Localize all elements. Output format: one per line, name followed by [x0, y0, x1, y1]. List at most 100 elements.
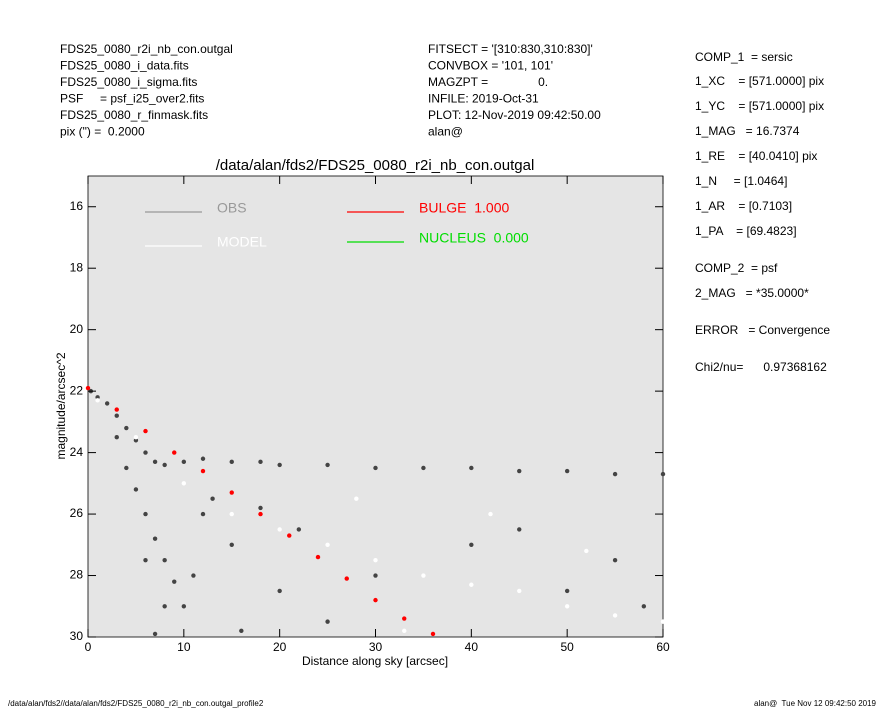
point: [114, 413, 119, 418]
point: [584, 548, 589, 554]
header-left-line: FDS25_0080_i_sigma.fits: [60, 75, 197, 89]
header-right-line: 1_AR = [0.7103]: [695, 199, 792, 213]
point: [277, 588, 282, 594]
point: [421, 573, 426, 578]
y-tick-label: 18: [70, 260, 84, 274]
point: [143, 428, 148, 434]
point: [95, 395, 100, 400]
header-left-line: PSF = psf_i25_over2.fits: [60, 92, 204, 106]
point: [95, 398, 100, 403]
footer-left: /data/alan/fds2//data/alan/fds2/FDS25_00…: [8, 699, 264, 708]
point: [402, 628, 407, 634]
point: [229, 459, 234, 465]
header-center-line: FITSECT = '[310:830,310:830]': [428, 42, 593, 56]
point: [133, 438, 139, 443]
point: [124, 465, 129, 471]
point: [114, 435, 119, 440]
x-tick-label: 40: [465, 640, 479, 654]
point: [564, 588, 570, 594]
point: [133, 487, 139, 492]
point: [258, 459, 263, 465]
point: [172, 579, 177, 584]
footer-right: alan@ Tue Nov 12 09:42:50 2019: [754, 699, 877, 708]
x-tick-label: 20: [273, 640, 287, 654]
point: [402, 616, 407, 621]
point: [517, 588, 522, 594]
x-tick-label: 30: [369, 640, 383, 654]
point: [373, 465, 378, 471]
point: [114, 407, 119, 412]
point: [162, 604, 167, 609]
header-right-line: 1_N = [1.0464]: [695, 174, 787, 188]
point: [373, 597, 378, 603]
legend-label: BULGE 1.000: [419, 200, 509, 216]
points: [85, 385, 666, 637]
point: [239, 628, 244, 634]
point: [660, 471, 666, 477]
point: [104, 401, 110, 406]
point: [143, 450, 148, 455]
point: [564, 604, 570, 609]
header-center-line: alan@: [428, 125, 463, 139]
y-tick-label: 26: [70, 506, 84, 520]
point: [181, 459, 187, 465]
header-right-line: 1_XC = [571.0000] pix: [695, 74, 824, 88]
point: [200, 456, 206, 461]
legend-label: NUCLEUS 0.000: [419, 230, 529, 246]
point: [229, 490, 234, 495]
point: [200, 511, 206, 517]
x-axis-label: Distance along sky [arcsec]: [302, 654, 448, 668]
legend-label: OBS: [217, 200, 247, 216]
plot-area: [87, 175, 664, 638]
y-tick-label: 22: [70, 383, 84, 397]
point: [430, 631, 436, 637]
point: [133, 435, 139, 440]
header-center-line: INFILE: 2019-Oct-31: [428, 92, 539, 106]
header-right-line: COMP_2 = psf: [695, 261, 778, 275]
point: [85, 385, 91, 391]
point: [488, 511, 493, 517]
header-center-line: MAGZPT = 0.: [428, 75, 548, 89]
header-right-line: 2_MAG = *35.0000*: [695, 286, 809, 300]
legend-label: MODEL: [217, 234, 267, 250]
point: [124, 425, 129, 431]
header-left-line: FDS25_0080_r_finmask.fits: [60, 108, 208, 122]
header-right-line: 1_RE = [40.0410] pix: [695, 149, 817, 163]
y-tick-label: 16: [70, 199, 84, 213]
header-right-line: ERROR = Convergence: [695, 323, 830, 337]
y-axis-label: magnitude/arcsec^2: [54, 352, 68, 459]
point: [354, 496, 359, 501]
point: [469, 582, 474, 587]
header-right-line: COMP_1 = sersic: [695, 50, 793, 64]
point: [162, 462, 167, 468]
point: [344, 576, 349, 581]
point: [517, 468, 522, 474]
point: [229, 511, 234, 517]
point: [469, 542, 474, 547]
point: [181, 481, 187, 486]
point: [191, 573, 196, 578]
point: [641, 604, 647, 609]
x-tick-label: 60: [656, 640, 670, 654]
point: [660, 619, 666, 624]
point: [258, 505, 263, 511]
x-tick-label: 50: [560, 640, 574, 654]
point: [277, 527, 282, 532]
header-left-line: FDS25_0080_r2i_nb_con.outgal: [60, 42, 233, 56]
point: [612, 557, 618, 563]
point: [325, 462, 330, 468]
chart-title: /data/alan/fds2/FDS25_0080_r2i_nb_con.ou…: [216, 157, 535, 174]
point: [277, 462, 282, 468]
point: [469, 465, 474, 471]
point: [517, 527, 522, 532]
x-tick-label: 0: [85, 640, 92, 654]
point: [612, 613, 618, 618]
point: [325, 619, 330, 624]
point: [162, 557, 167, 563]
header-right-line: 1_MAG = 16.7374: [695, 124, 800, 138]
point: [325, 542, 330, 547]
point: [143, 511, 148, 517]
point: [373, 557, 378, 563]
point: [152, 536, 158, 541]
